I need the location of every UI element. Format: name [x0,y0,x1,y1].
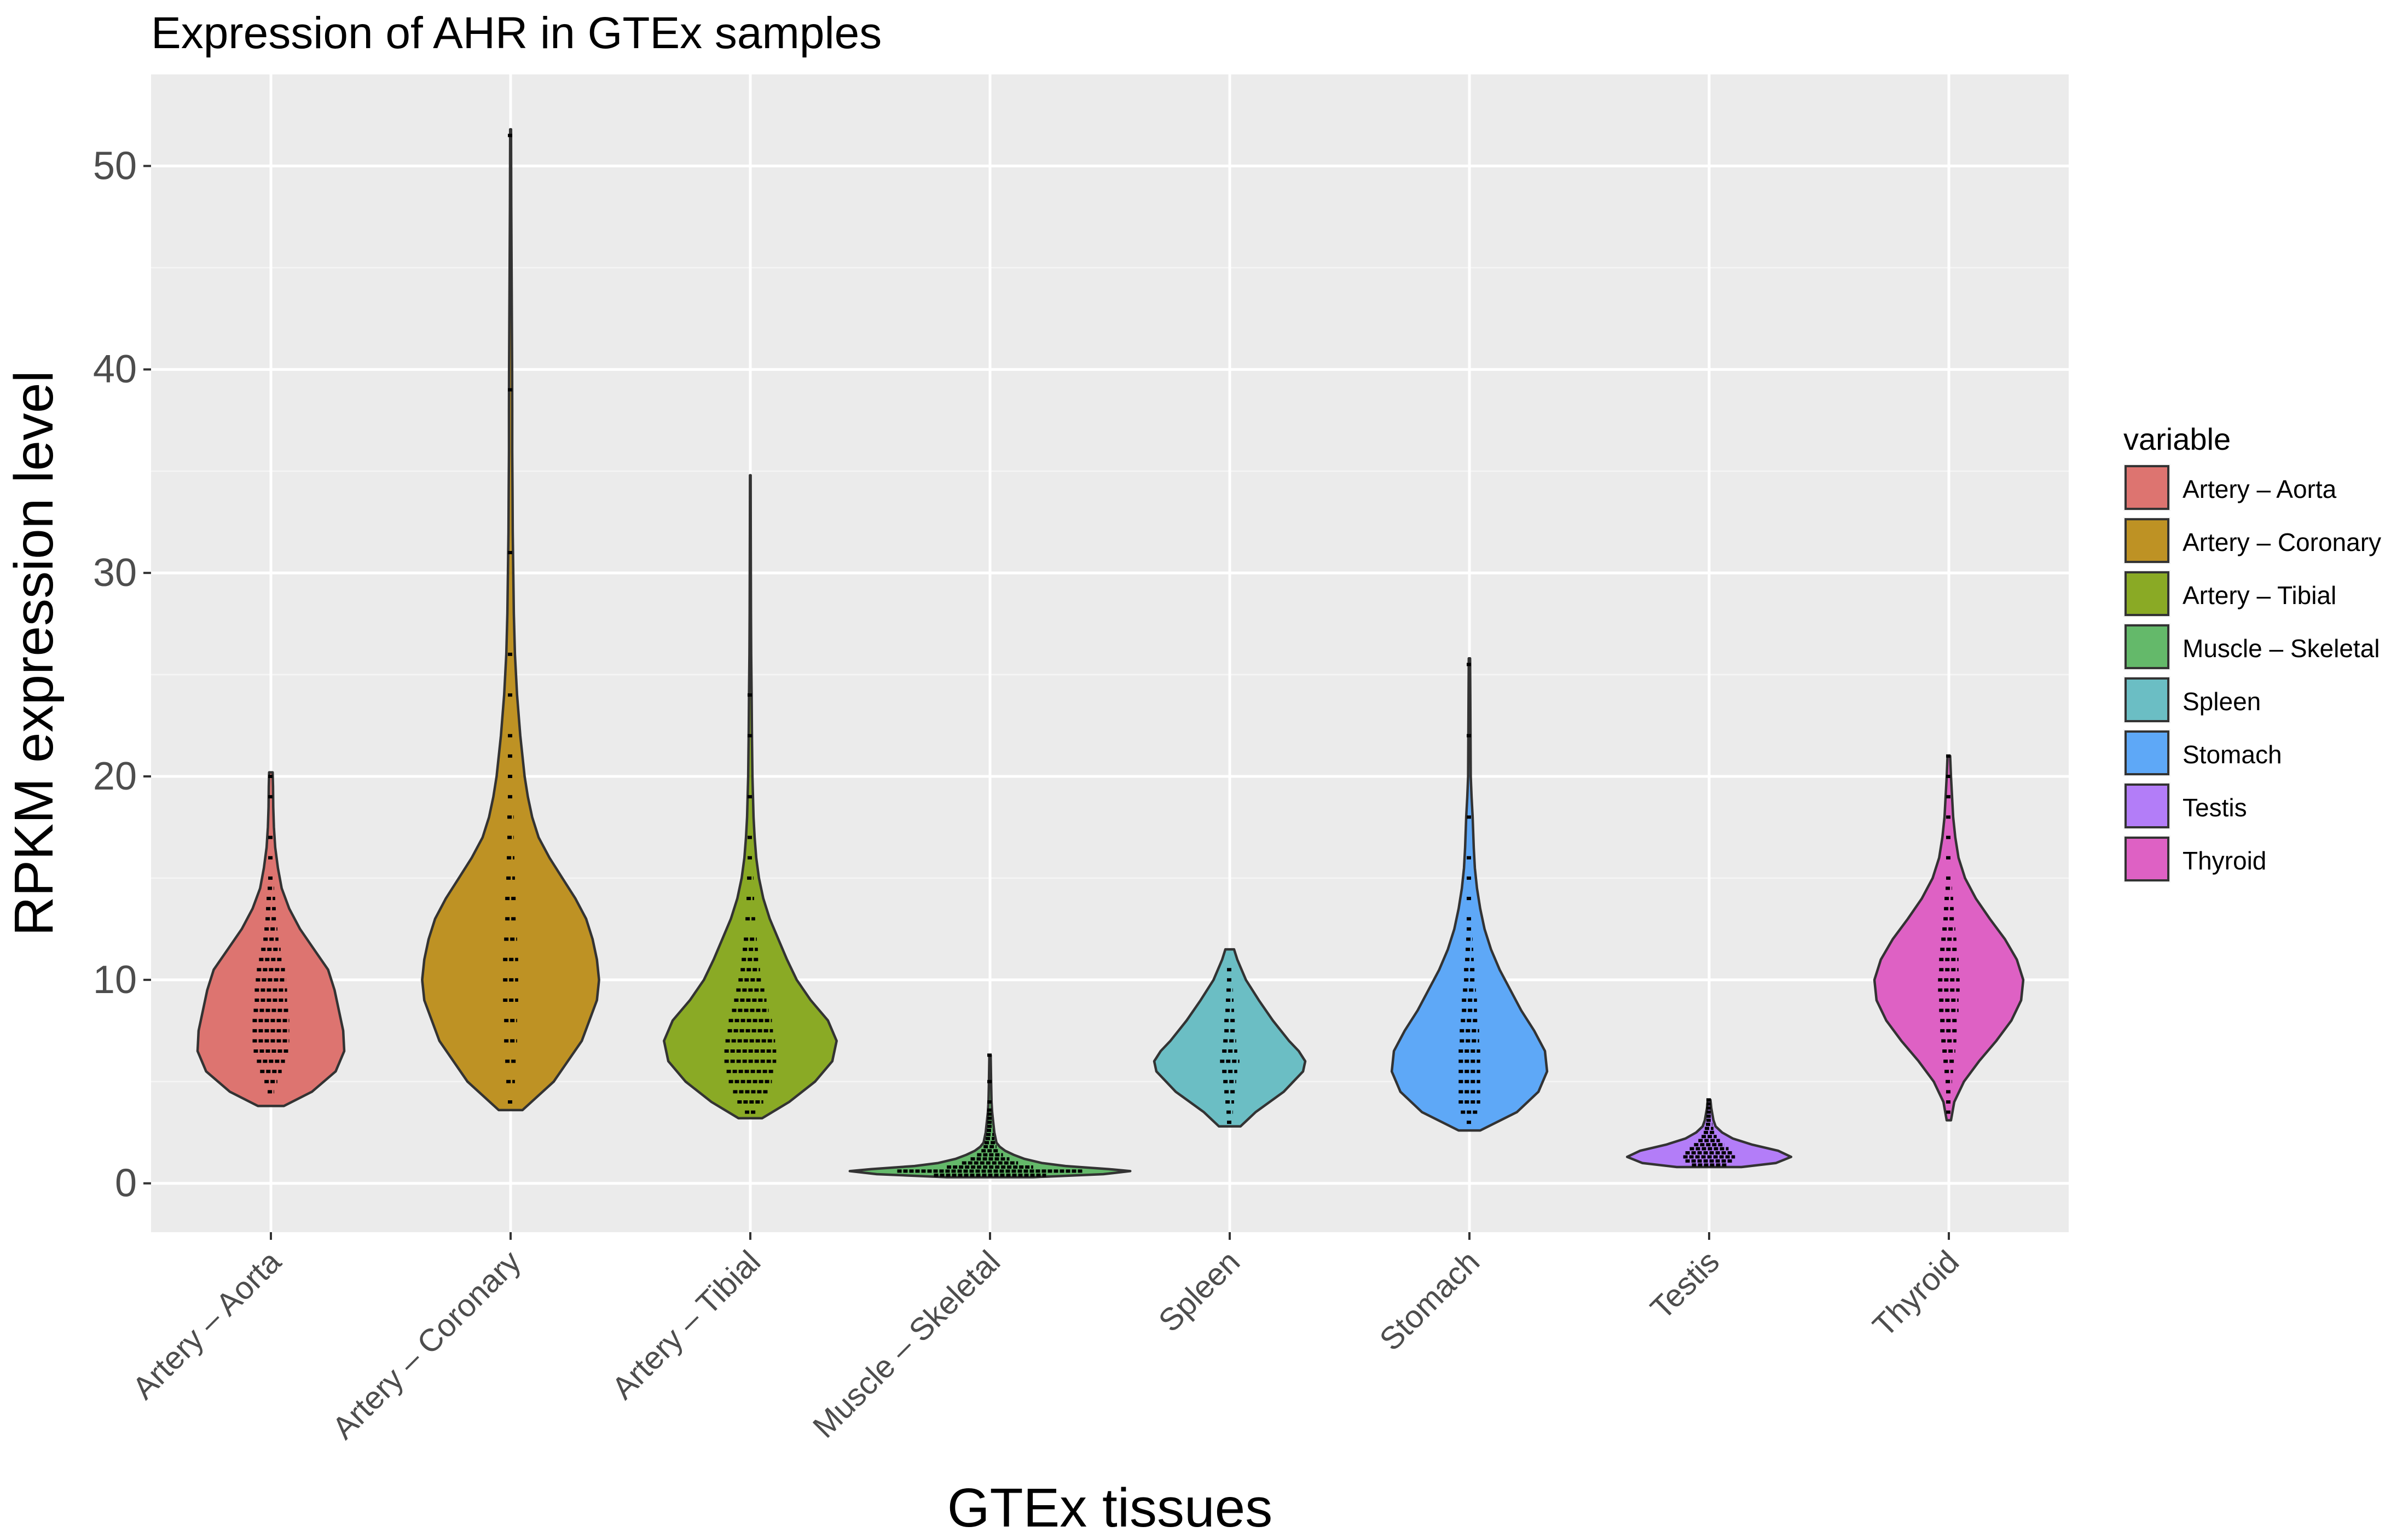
y-tick-label: 20 [93,755,137,798]
violin-1 [421,128,600,1112]
y-axis: 0 10 20 30 40 50 [93,144,151,1205]
x-tick-label: Spleen [1152,1244,1247,1339]
legend-label: Muscle – Skeletal [2183,634,2380,663]
legend-label: Thyroid [2183,846,2266,875]
x-tick-label: Artery – Aorta [125,1244,288,1406]
y-tick-label: 0 [115,1162,137,1205]
legend: variable Artery – Aorta Artery – Coronary… [2123,422,2381,883]
legend-swatch [2125,571,2169,616]
y-tick-label: 50 [93,144,137,188]
x-axis-title: GTEx tissues [947,1477,1273,1532]
violin-5 [1390,657,1549,1132]
legend-swatch [2125,518,2169,563]
y-axis-title: RPKM expression level [3,370,65,936]
legend-swatch [2125,677,2169,722]
legend-label: Artery – Aorta [2183,475,2337,503]
x-tick-label: Thyroid [1866,1244,1966,1344]
legend-swatch [2125,624,2169,669]
chart-title: Expression of AHR in GTEx samples [151,8,882,58]
x-tick-label: Testis [1643,1244,1726,1326]
legend-label: Testis [2183,793,2247,822]
y-tick-label: 30 [93,551,137,595]
y-tick-label: 40 [93,347,137,391]
violin-group [1625,1098,1793,1169]
violin-group [196,771,346,1107]
violin-group [421,128,600,1112]
violin-group [848,1053,1132,1179]
x-tick-label: Muscle – Skeletal [806,1244,1007,1444]
violin-group [1873,754,2025,1122]
legend-label: Spleen [2183,687,2261,716]
violin-group [1153,948,1307,1128]
legend-label: Artery – Coronary [2183,528,2381,556]
y-tick-label: 10 [93,958,137,1002]
legend-label: Artery – Tibial [2183,581,2336,610]
violin-4 [1153,948,1307,1128]
legend-title: variable [2123,422,2231,456]
x-tick-label: Artery – Tibial [605,1244,768,1406]
legend-swatch [2125,730,2169,775]
x-axis: Artery – Aorta Artery – Coronary Artery – … [125,1232,1966,1446]
x-tick-label: Stomach [1373,1244,1486,1357]
violin-group [663,474,838,1119]
violin-group [1390,657,1549,1132]
violins [196,128,2025,1179]
x-tick-label: Artery – Coronary [326,1244,528,1446]
plot-panel [151,74,2069,1232]
legend-swatch [2125,837,2169,881]
legend-label: Stomach [2183,740,2282,769]
legend-swatch [2125,784,2169,828]
legend-swatch [2125,465,2169,510]
